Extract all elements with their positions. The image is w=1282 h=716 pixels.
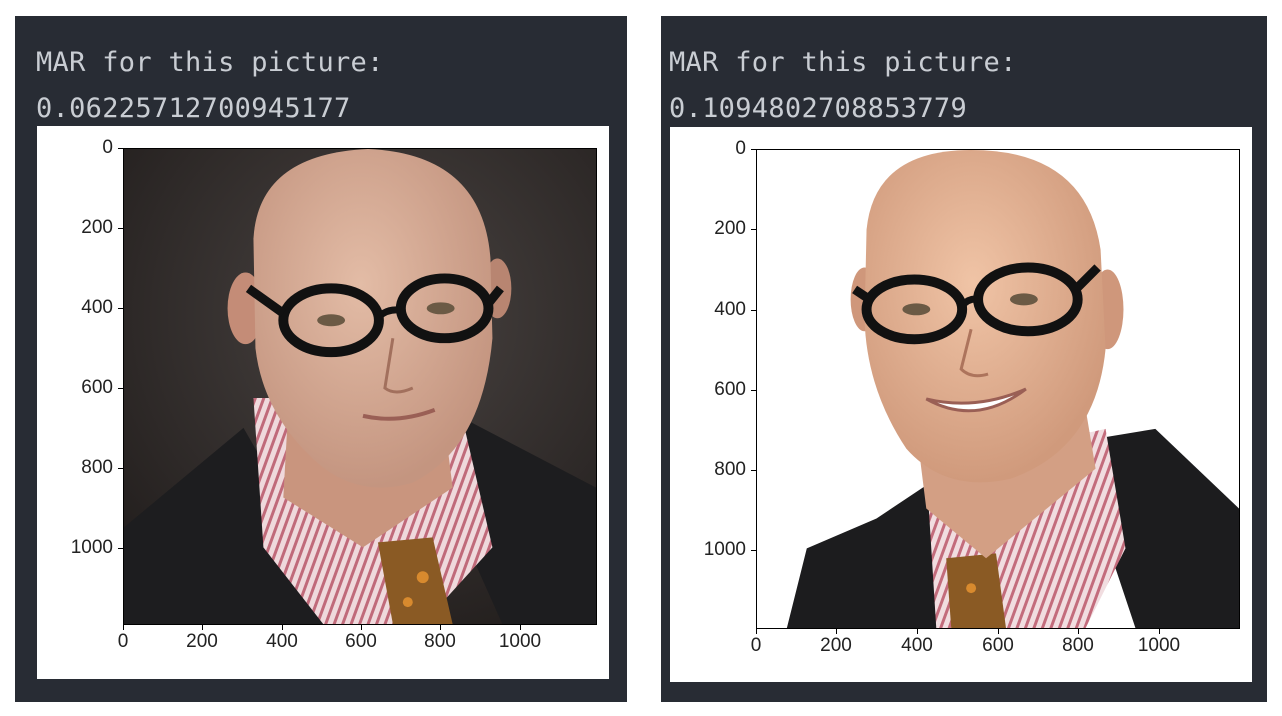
face-photo [757, 150, 1239, 628]
x-tick-label: 600 [345, 631, 377, 652]
mar-label: MAR for this picture: [669, 47, 1017, 78]
y-tick-label: 800 [81, 457, 113, 478]
x-tick-label: 1000 [1137, 635, 1181, 656]
plot-figure: 0 200 400 600 800 1000 0 200 400 600 800… [670, 127, 1252, 682]
mar-value: 0.1094802708853779 [669, 93, 967, 124]
mar-output-text: MAR for this picture: 0.0622571270094517… [36, 40, 384, 132]
x-tick-label: 800 [424, 631, 456, 652]
y-tick-label: 400 [81, 297, 113, 318]
y-tick-label: 600 [81, 377, 113, 398]
x-tick-label: 200 [820, 635, 852, 656]
image-axes [756, 149, 1240, 629]
y-tick-label: 0 [735, 138, 746, 159]
y-tick-label: 1000 [70, 537, 113, 558]
face-photo [124, 149, 596, 624]
image-axes [123, 148, 597, 625]
output-cell-left: MAR for this picture: 0.0622571270094517… [15, 16, 627, 702]
y-tick-label: 400 [714, 299, 746, 320]
x-tick-label: 0 [750, 635, 762, 656]
x-tick-label: 0 [117, 631, 129, 652]
y-tick-label: 0 [102, 137, 113, 158]
mar-value: 0.06225712700945177 [36, 93, 351, 124]
mar-output-text: MAR for this picture: 0.1094802708853779 [669, 40, 1017, 132]
y-tick-label: 1000 [703, 539, 746, 560]
x-tick-label: 600 [982, 635, 1014, 656]
y-tick-label: 600 [714, 379, 746, 400]
x-tick-label: 200 [186, 631, 218, 652]
y-tick-label: 200 [714, 218, 746, 239]
x-tick-label: 800 [1062, 635, 1094, 656]
plot-figure: 0 200 400 600 800 1000 0 200 400 600 800… [37, 126, 609, 679]
x-tick-label: 1000 [498, 631, 542, 652]
x-tick-label: 400 [901, 635, 933, 656]
y-tick-label: 800 [714, 459, 746, 480]
y-tick-label: 200 [81, 217, 113, 238]
x-tick-label: 400 [266, 631, 298, 652]
output-cell-right: MAR for this picture: 0.1094802708853779 [661, 16, 1267, 702]
mar-label: MAR for this picture: [36, 47, 384, 78]
